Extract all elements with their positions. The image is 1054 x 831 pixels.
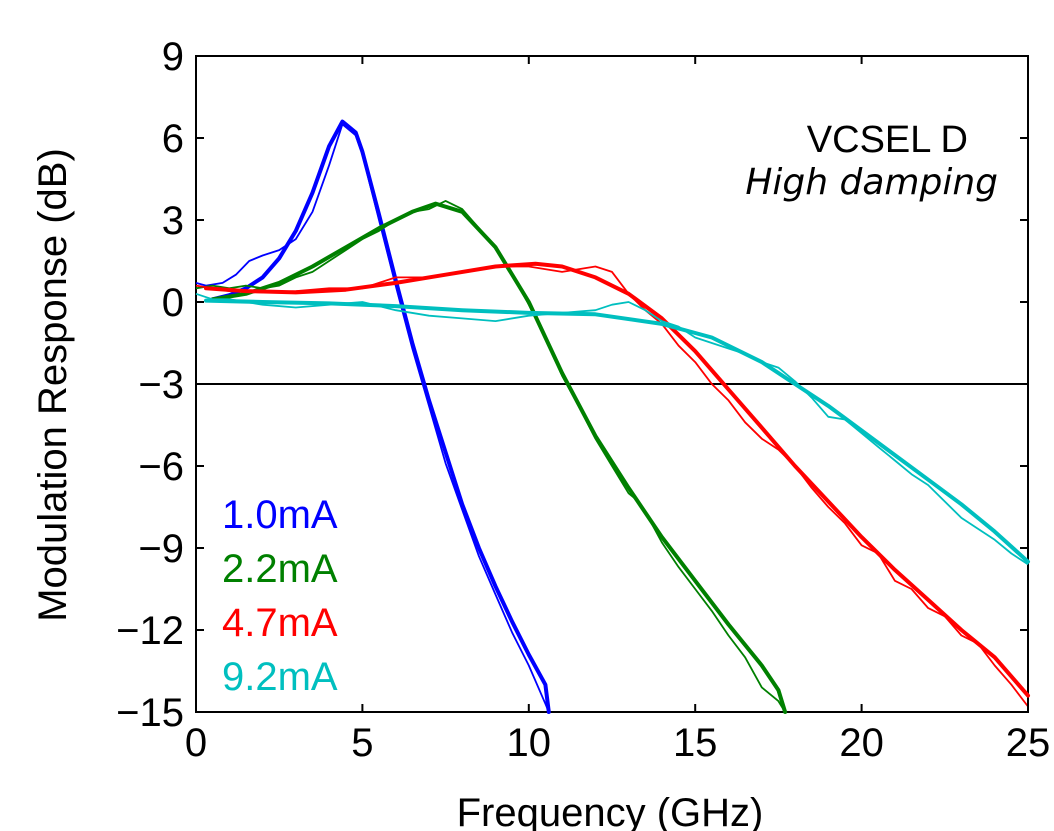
y-tick-label: −15 xyxy=(116,691,184,735)
legend-entry: 1.0mA xyxy=(222,493,338,537)
measured-line-4-7ma xyxy=(195,265,1029,708)
y-tick-label: 0 xyxy=(162,281,184,325)
x-tick-label: 10 xyxy=(507,721,552,765)
device-annotation: VCSEL D xyxy=(807,119,968,161)
y-tick-label: 6 xyxy=(162,117,184,161)
x-axis-ticks: 0 5 10 15 20 25 xyxy=(185,56,1050,765)
y-tick-label: −9 xyxy=(138,527,184,571)
legend-entry: 4.7mA xyxy=(222,601,338,645)
x-axis-label: Frequency (GHz) xyxy=(457,791,764,831)
fit-line-1-0ma xyxy=(210,119,551,714)
x-tick-label: 20 xyxy=(839,721,884,765)
y-axis-ticks: 9 6 3 0 −3 −6 −9 −12 −15 xyxy=(116,35,1028,735)
x-tick-label: 15 xyxy=(673,721,718,765)
y-tick-label: −12 xyxy=(116,609,184,653)
fit-line-9-2ma xyxy=(204,298,1030,564)
legend: 1.0mA 2.2mA 4.7mA 9.2mA xyxy=(222,493,338,699)
legend-entry: 2.2mA xyxy=(222,547,338,591)
y-tick-label: −6 xyxy=(138,445,184,489)
y-axis-label: Modulation Response (dB) xyxy=(31,148,75,622)
legend-entry: 9.2mA xyxy=(222,655,338,699)
x-tick-label: 0 xyxy=(185,721,207,765)
plot-area xyxy=(195,55,1030,714)
series-layer xyxy=(195,119,1030,714)
fit-line-2-2ma xyxy=(210,201,788,714)
y-tick-label: −3 xyxy=(138,363,184,407)
x-tick-label: 25 xyxy=(1006,721,1051,765)
fit-line-4-7ma xyxy=(204,261,1030,698)
x-tick-label: 5 xyxy=(351,721,373,765)
damping-annotation: High damping xyxy=(745,162,998,203)
y-tick-label: 9 xyxy=(162,35,184,79)
y-tick-label: 3 xyxy=(162,199,184,243)
